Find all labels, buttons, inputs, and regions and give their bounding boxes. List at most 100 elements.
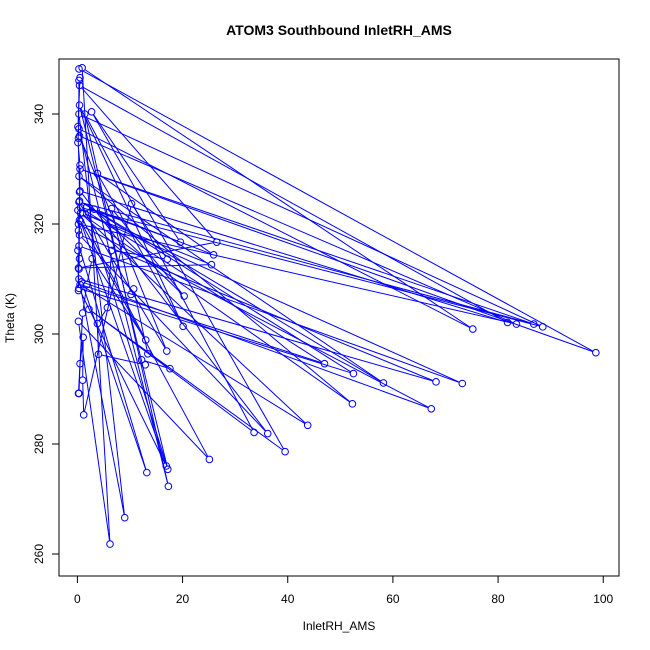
chart-title: ATOM3 Southbound InletRH_AMS — [226, 22, 452, 38]
x-tick-label: 40 — [281, 592, 295, 606]
series-segment — [92, 114, 284, 449]
y-axis-label: Theta (K) — [3, 293, 17, 343]
y-tick-label: 320 — [32, 214, 46, 234]
series-segment — [133, 206, 166, 257]
data-point — [75, 172, 83, 180]
series-segment — [93, 261, 145, 338]
series-segment — [83, 208, 322, 363]
series-segment — [82, 202, 351, 373]
series-segment — [114, 250, 164, 260]
series-segment — [81, 225, 429, 408]
data-point — [349, 369, 358, 378]
data-point — [127, 199, 136, 208]
series-segment — [80, 108, 183, 324]
data-point — [303, 421, 312, 430]
data-point — [432, 378, 440, 386]
data-point — [592, 348, 600, 357]
data-point — [76, 217, 85, 226]
data-point — [74, 206, 82, 215]
data-point — [78, 64, 86, 72]
data-point — [75, 110, 83, 118]
series-segment — [97, 327, 99, 351]
series-segment — [83, 191, 505, 322]
series-segment — [80, 204, 166, 349]
data-point — [75, 254, 84, 263]
data-point — [83, 280, 91, 289]
data-point — [93, 169, 102, 178]
data-point — [93, 319, 102, 328]
data-point — [107, 246, 116, 255]
series-segment — [87, 261, 92, 282]
series-segment — [84, 69, 471, 328]
data-point — [163, 255, 172, 264]
series-segment — [82, 86, 505, 322]
data-point — [80, 110, 89, 118]
series-segment — [98, 310, 106, 321]
data-point — [78, 376, 87, 385]
x-tick-label: 100 — [593, 592, 613, 606]
data-point — [209, 251, 218, 259]
series-segment — [80, 291, 166, 464]
series-segment — [82, 202, 531, 324]
data-point — [103, 303, 112, 312]
series-segment — [82, 235, 433, 381]
series-segment — [83, 285, 322, 364]
data-point — [76, 359, 84, 368]
data-point — [503, 318, 512, 327]
series-segment — [83, 169, 531, 324]
series-segment — [78, 324, 111, 541]
data-point — [205, 455, 214, 464]
series-segment — [144, 360, 167, 369]
x-axis-label: InletRH_AMS — [303, 619, 376, 633]
data-point — [75, 275, 83, 283]
data-point — [74, 246, 82, 255]
data-point — [94, 350, 103, 359]
data-point — [129, 285, 138, 293]
series-segment — [107, 253, 112, 305]
series-segment — [82, 287, 87, 310]
y-axis: 260 280 300 320 340 — [32, 104, 60, 564]
data-point — [120, 513, 129, 522]
data-point — [75, 231, 84, 239]
data-point — [75, 188, 84, 196]
data-point — [107, 204, 116, 213]
data-point — [76, 209, 85, 217]
data-point — [164, 482, 173, 491]
series-segment — [98, 176, 182, 324]
series-segment — [79, 132, 169, 484]
data-point — [320, 359, 329, 368]
data-point — [137, 356, 146, 364]
series-segment — [150, 355, 168, 368]
data-point — [74, 134, 83, 142]
data-point — [512, 320, 521, 328]
data-point — [78, 309, 87, 317]
series-segment — [81, 237, 266, 432]
data-point — [75, 216, 84, 224]
data-point — [74, 317, 83, 326]
data-point — [75, 265, 83, 273]
data-point — [144, 350, 152, 358]
data-point — [74, 122, 82, 131]
y-tick-label: 280 — [32, 434, 46, 454]
data-point — [76, 73, 84, 82]
series-segment — [97, 209, 211, 255]
data-point — [143, 468, 151, 477]
data-point — [250, 428, 258, 437]
data-point — [427, 405, 436, 413]
x-tick-label: 0 — [74, 592, 81, 606]
data-point — [87, 108, 96, 116]
series-segment — [83, 207, 540, 327]
data-point — [538, 323, 547, 331]
data-point — [162, 347, 171, 355]
series-segment — [82, 285, 305, 424]
y-tick-label: 260 — [32, 544, 46, 564]
data-point — [79, 411, 88, 419]
data-point — [82, 203, 91, 212]
series-segment — [101, 354, 142, 365]
series-segment — [79, 249, 147, 470]
data-point — [348, 400, 357, 408]
data-point — [74, 138, 82, 147]
data-point — [179, 322, 187, 331]
data-point — [85, 305, 93, 314]
